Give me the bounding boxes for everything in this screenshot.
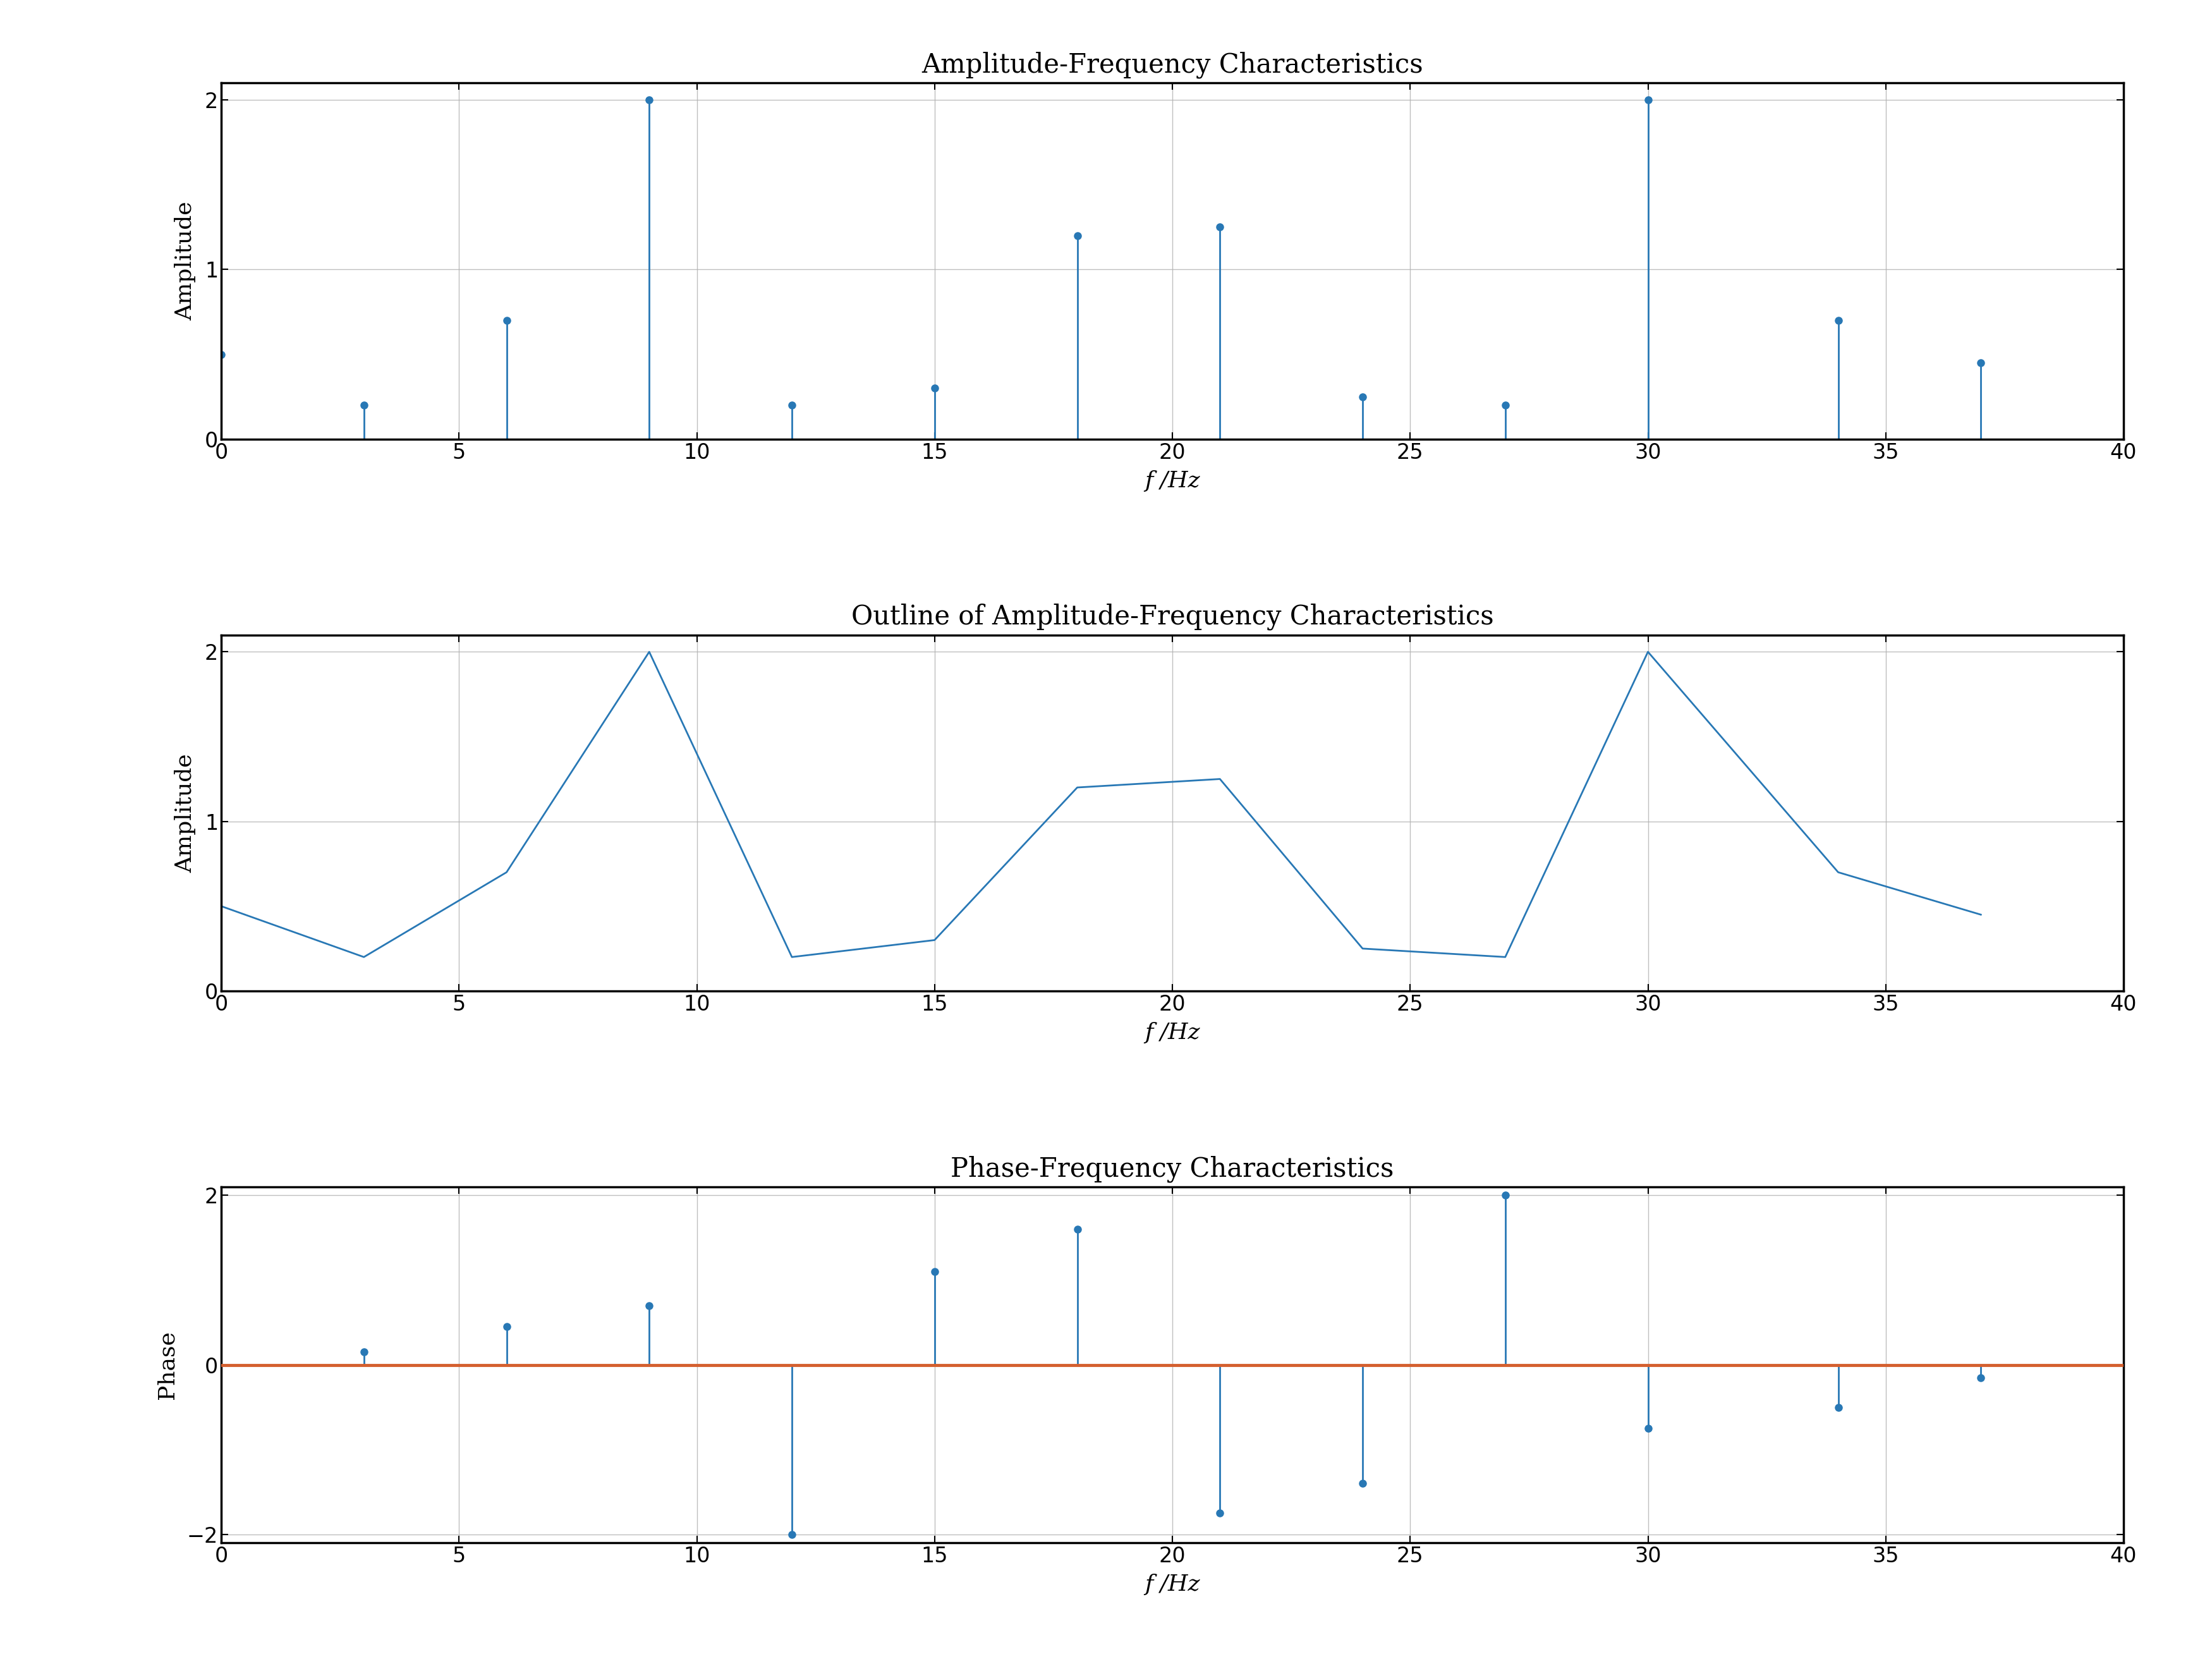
- Title: Amplitude-Frequency Characteristics: Amplitude-Frequency Characteristics: [922, 51, 1422, 78]
- Title: Phase-Frequency Characteristics: Phase-Frequency Characteristics: [951, 1155, 1394, 1183]
- Y-axis label: Amplitude: Amplitude: [175, 753, 197, 873]
- Y-axis label: Phase: Phase: [157, 1331, 179, 1399]
- X-axis label: f /Hz: f /Hz: [1146, 1574, 1201, 1596]
- X-axis label: f /Hz: f /Hz: [1146, 469, 1201, 491]
- Title: Outline of Amplitude-Frequency Characteristics: Outline of Amplitude-Frequency Character…: [852, 604, 1493, 630]
- X-axis label: f /Hz: f /Hz: [1146, 1022, 1201, 1044]
- Y-axis label: Amplitude: Amplitude: [175, 201, 197, 320]
